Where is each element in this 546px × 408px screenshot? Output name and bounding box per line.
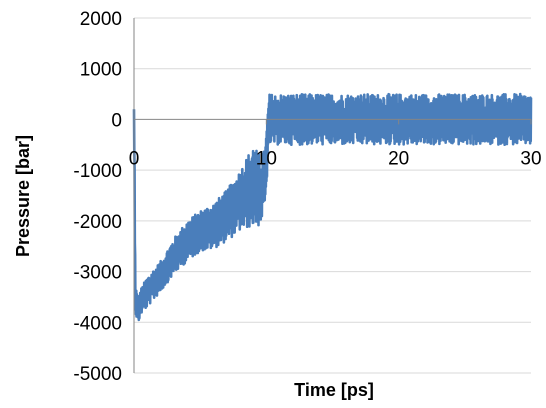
y-tick-label: -3000 (73, 263, 122, 284)
grid-lines (134, 17, 531, 374)
x-tick-label: 10 (256, 148, 277, 169)
x-tick-labels: 0 10 20 30 (129, 148, 542, 169)
y-tick-label: -2000 (73, 212, 122, 233)
y-tick-label: 2000 (80, 9, 122, 30)
x-tick-label: 20 (388, 148, 409, 169)
y-axis-title: Pressure [bar] (13, 135, 33, 257)
y-tick-label: -5000 (73, 364, 122, 385)
y-tick-label: 0 (111, 110, 122, 131)
axes (133, 18, 532, 373)
y-tick-label: 1000 (80, 60, 122, 81)
series-line (132, 92, 533, 322)
x-tick-label: 0 (129, 148, 140, 169)
pressure-series-line (132, 92, 533, 322)
y-tick-label: -1000 (73, 161, 122, 182)
x-tick-label: 30 (520, 148, 541, 169)
x-axis-title: Time [ps] (294, 380, 374, 400)
y-tick-labels: 2000 1000 0 -1000 -2000 -3000 -4000 -5000 (73, 9, 122, 385)
y-tick-label: -4000 (73, 313, 122, 334)
